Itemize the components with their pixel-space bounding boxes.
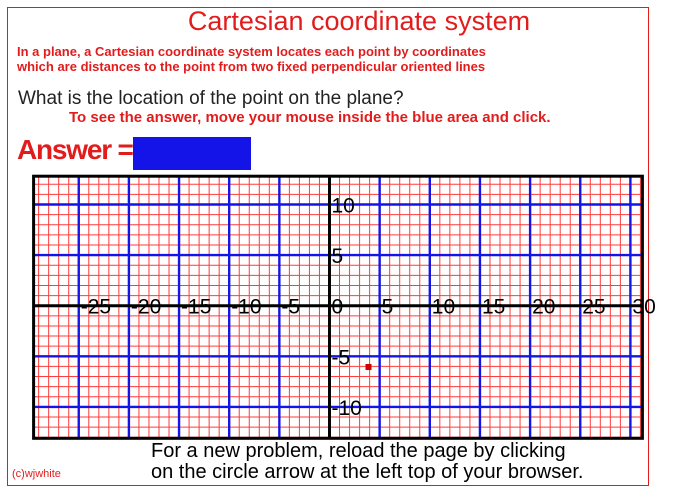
svg-text:5: 5 bbox=[332, 245, 344, 268]
svg-text:0: 0 bbox=[332, 296, 344, 319]
svg-text:25: 25 bbox=[582, 296, 605, 319]
svg-text:15: 15 bbox=[482, 296, 505, 319]
svg-text:5: 5 bbox=[382, 296, 394, 319]
svg-text:-25: -25 bbox=[81, 296, 111, 319]
svg-text:-5: -5 bbox=[332, 346, 351, 369]
svg-text:10: 10 bbox=[332, 195, 355, 218]
svg-text:-5: -5 bbox=[281, 296, 300, 319]
svg-text:10: 10 bbox=[432, 296, 455, 319]
svg-text:-15: -15 bbox=[181, 296, 211, 319]
svg-text:20: 20 bbox=[532, 296, 555, 319]
svg-text:30: 30 bbox=[632, 296, 655, 319]
svg-text:-10: -10 bbox=[332, 397, 362, 420]
svg-text:-20: -20 bbox=[131, 296, 161, 319]
svg-text:-10: -10 bbox=[231, 296, 261, 319]
